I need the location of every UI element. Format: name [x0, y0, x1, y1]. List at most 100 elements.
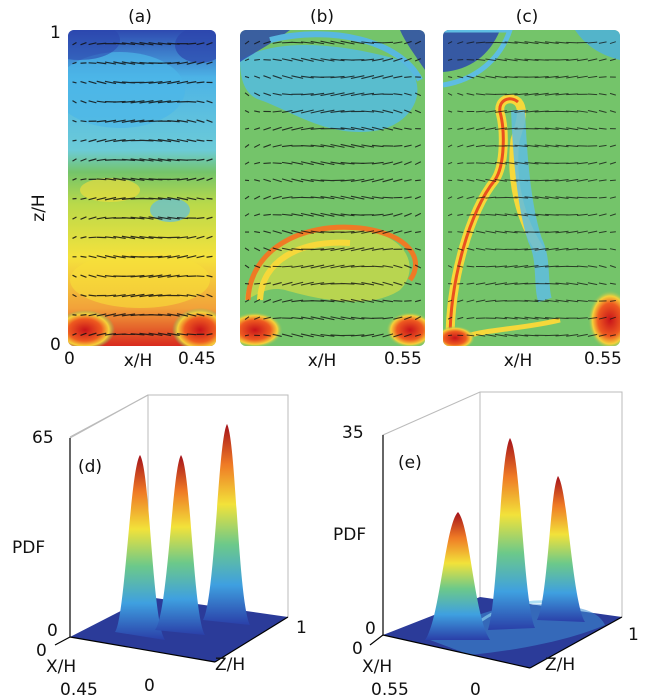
- velocity-vector: [96, 313, 107, 317]
- velocity-vector: [544, 92, 559, 96]
- velocity-vector: [340, 282, 355, 285]
- velocity-vector: [340, 264, 355, 269]
- velocity-vector: [466, 247, 475, 251]
- velocity-vector: [393, 145, 403, 147]
- velocity-vector: [609, 231, 616, 233]
- velocity-vector: [393, 178, 403, 183]
- velocity-vector: [80, 255, 87, 258]
- velocity-vector: [121, 42, 136, 46]
- velocity-vector: [96, 80, 107, 85]
- velocity-vector: [148, 41, 163, 46]
- velocity-vector: [587, 161, 598, 165]
- velocity-vector: [167, 332, 180, 336]
- velocity-vector: [176, 138, 189, 143]
- velocity-vector: [414, 58, 422, 62]
- velocity-vector: [121, 293, 136, 298]
- velocity-vector: [130, 293, 145, 298]
- velocity-vector: [598, 196, 607, 199]
- velocity-vector: [371, 161, 384, 165]
- velocity-vector: [494, 178, 508, 182]
- velocity-vector: [350, 334, 365, 337]
- velocity-vector: [414, 264, 422, 269]
- velocity-vector: [88, 236, 97, 239]
- velocity-vector: [139, 177, 154, 181]
- velocity-vector: [272, 317, 282, 320]
- velocity-vector: [196, 255, 205, 259]
- velocity-vector: [130, 41, 145, 46]
- velocity-vector: [524, 248, 539, 251]
- velocity-vector: [167, 255, 180, 259]
- velocity-vector: [340, 127, 355, 131]
- velocity-vector: [545, 334, 559, 337]
- velocity-vector: [514, 144, 529, 148]
- velocity-vector: [466, 75, 475, 79]
- velocity-vector: [361, 298, 375, 303]
- velocity-vector: [447, 213, 453, 217]
- velocity-vector: [310, 109, 325, 114]
- velocity-vector: [371, 230, 384, 235]
- velocity-vector: [393, 333, 403, 338]
- velocity-vector: [576, 230, 588, 234]
- velocity-vector: [404, 109, 412, 114]
- velocity-vector: [253, 92, 261, 97]
- velocity-vector: [148, 100, 163, 104]
- velocity-vector: [167, 61, 180, 65]
- velocity-vector: [330, 264, 345, 269]
- velocity-vector: [186, 81, 197, 84]
- velocity-vector: [72, 100, 77, 104]
- velocity-vector: [566, 144, 579, 147]
- velocity-vector: [330, 75, 345, 79]
- velocity-vector: [475, 230, 486, 234]
- velocity-vector: [404, 127, 412, 130]
- velocity-vector: [300, 93, 314, 96]
- velocity-vector: [80, 158, 87, 162]
- velocity-vector: [96, 255, 107, 259]
- velocity-vector: [272, 333, 282, 337]
- velocity-vector: [514, 196, 529, 199]
- velocity-vector: [310, 230, 325, 234]
- velocity-vector: [371, 41, 384, 44]
- velocity-vector: [254, 264, 261, 269]
- velocity-vector: [340, 316, 355, 320]
- velocity-vector: [534, 144, 549, 148]
- velocity-vector: [598, 58, 607, 62]
- velocity-vector: [494, 127, 508, 131]
- velocity-vector: [524, 41, 539, 45]
- velocity-vector: [186, 177, 197, 181]
- velocity-vector: [414, 282, 421, 285]
- velocity-vector: [72, 216, 77, 220]
- velocity-vector: [157, 332, 172, 337]
- velocity-vector: [466, 214, 475, 216]
- velocity-vector: [393, 316, 403, 320]
- velocity-vector: [300, 178, 314, 183]
- velocity-vector: [263, 144, 272, 148]
- velocity-vector: [80, 216, 87, 220]
- velocity-vector: [587, 230, 598, 234]
- velocity-vector: [340, 161, 355, 165]
- velocity-vector: [291, 230, 304, 235]
- velocity-vector: [263, 282, 271, 286]
- velocity-vector: [485, 178, 497, 182]
- velocity-vector: [272, 41, 282, 44]
- panel-b-field: [240, 30, 425, 346]
- velocity-vector: [157, 274, 172, 278]
- velocity-vector: [576, 299, 588, 303]
- velocity-vector: [494, 317, 508, 320]
- velocity-vector: [330, 213, 345, 217]
- velocity-vector: [206, 216, 213, 220]
- velocity-vector: [404, 248, 412, 251]
- velocity-vector: [371, 178, 384, 183]
- velocity-vector: [176, 159, 189, 161]
- velocity-vector: [382, 333, 394, 338]
- velocity-vector: [534, 92, 549, 96]
- velocity-vector: [254, 161, 261, 165]
- velocity-vector: [148, 274, 163, 278]
- velocity-vector: [272, 126, 282, 131]
- velocity-vector: [148, 294, 163, 297]
- velocity-vector: [361, 92, 375, 96]
- velocity-vector: [504, 230, 518, 234]
- velocity-vector: [414, 299, 421, 303]
- velocity-vector: [350, 126, 365, 131]
- panel-c-field: [443, 30, 620, 346]
- velocity-vector: [186, 235, 197, 240]
